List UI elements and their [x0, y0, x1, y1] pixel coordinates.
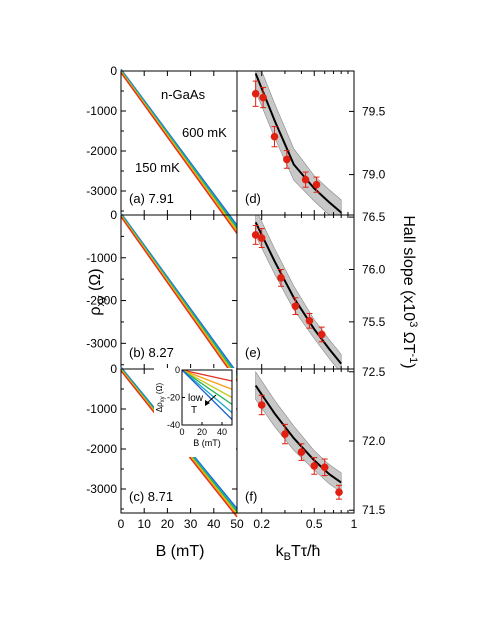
ytick-label-e: 75.5	[362, 315, 386, 329]
inset-ylabel-unit: (Ω)	[155, 382, 164, 396]
clipped-e	[251, 215, 342, 369]
clipped-d	[251, 71, 342, 215]
ytick-label-b: -1000	[86, 251, 117, 265]
ytick-label-c: -2000	[86, 442, 117, 456]
inset-ylabel-sub: xy	[160, 396, 166, 402]
right-panel-d: 79.5 79.0 (d)	[236, 70, 386, 216]
data-point-f-3	[310, 462, 319, 470]
ytick-label-f: 72.5	[362, 365, 386, 379]
xtick-label-f: 0.2	[253, 517, 270, 531]
ytick-label-d: 79.5	[362, 104, 386, 118]
ytick-label-c: 0	[110, 362, 117, 376]
data-point-d-3	[283, 155, 291, 164]
data-point-f-4	[320, 463, 329, 472]
inset-trace-1	[181, 369, 233, 390]
inset-annotation-t: T	[191, 405, 197, 416]
inset-annotation-low: low	[188, 393, 204, 404]
ytick-label-a: -2000	[86, 144, 117, 158]
data-point-f-5	[335, 488, 343, 497]
inset-trace-3	[181, 369, 233, 405]
data-point-e-3	[291, 302, 300, 310]
ytick-label-c: -3000	[86, 482, 117, 496]
inset-ytick-label: -20	[167, 393, 180, 403]
panel-label-c: (c) 8.71	[129, 489, 173, 504]
right-y-axis-label: Hall slope (x103 ΩT-1)	[400, 215, 419, 368]
inset-ytick-label: -40	[167, 420, 180, 430]
left-panel-b: 0 -1000 -2000 -3000 (b) 8.27	[86, 208, 238, 382]
xtick-label-c: 20	[161, 517, 175, 531]
right-panels: 79.5 79.0 (d) 76.5 76.0 75.5 (e) 72.5 72.0 71.5 0.…	[236, 70, 386, 531]
data-point-d-0	[251, 89, 260, 98]
right-panel-e: 76.5 76.0 75.5 (e)	[236, 210, 386, 370]
data-point-d-2	[270, 132, 279, 141]
data-point-d-4	[301, 175, 310, 184]
left-panel-a: 0 -1000 -2000 -3000 (a) 7.91	[86, 64, 238, 235]
ytick-label-e: 76.5	[362, 210, 386, 224]
inset-trace-2	[181, 369, 233, 399]
ytick-label-a: 0	[110, 64, 117, 78]
data-point-d-1	[259, 93, 267, 102]
inset-xtick-label: 0	[179, 427, 184, 437]
xtick-label-c: 10	[138, 517, 152, 531]
ytick-label-b: -3000	[86, 336, 117, 350]
inset-ytick-label: 0	[175, 365, 180, 375]
uncertainty-band-e	[255, 215, 342, 369]
panel-label-d: (d)	[245, 191, 261, 206]
fit-curve-e	[254, 221, 342, 365]
data-point-e-0	[251, 231, 260, 239]
right-x-axis-label: kBTτ/ħ	[276, 543, 321, 563]
inset-ylabel: Δρxy (Ω)	[155, 382, 166, 412]
panel-label-a: (a) 7.91	[129, 191, 174, 206]
ytick-label-f: 71.5	[362, 503, 386, 517]
inset-xlabel: B (mT)	[193, 438, 221, 448]
material-label: n-GaAs	[161, 87, 206, 102]
inset-xtick-label: 20	[197, 427, 207, 437]
ytick-label-c: -1000	[86, 402, 117, 416]
data-point-e-4	[305, 317, 314, 325]
data-point-f-2	[297, 448, 306, 456]
ytick-label-a: -3000	[86, 184, 117, 198]
data-point-f-0	[257, 401, 266, 409]
ytick-label-b: -2000	[86, 294, 117, 308]
ytick-label-d: 79.0	[362, 168, 386, 182]
data-point-e-1	[257, 234, 266, 242]
inset-arrow-head	[205, 400, 210, 406]
xtick-label-f: 1	[351, 517, 358, 531]
xtick-label-c: 0	[118, 517, 125, 531]
xtick-label-c: 50	[230, 517, 244, 531]
data-point-f-1	[281, 430, 289, 438]
uncertainty-band-d	[255, 71, 342, 215]
xtick-label-f: 0.5	[306, 517, 323, 531]
trace-a-5	[120, 72, 238, 235]
data-point-e-5	[317, 330, 326, 339]
ytick-label-a: -1000	[86, 104, 117, 118]
xtick-label-c: 40	[207, 517, 221, 531]
data-point-e-2	[277, 274, 285, 282]
left-x-axis-label: B (mT)	[156, 543, 205, 560]
panel-label-b: (b) 8.27	[129, 345, 174, 360]
inset-ylabel-main: Δρ	[155, 402, 164, 412]
ytick-label-e: 76.0	[362, 262, 386, 276]
trace-b-5	[120, 216, 238, 382]
left-y-axis-label: ρxy (Ω)	[87, 268, 107, 315]
inset-trace-4	[181, 369, 233, 414]
inset-trace-0	[181, 369, 233, 382]
clipped-f	[254, 370, 343, 500]
right-panel-f: 72.5 72.0 71.5 0.2 0.5 1 (f)	[236, 365, 386, 531]
temp-high-label: 600 mK	[182, 125, 227, 140]
panel-label-e: (e)	[245, 345, 261, 360]
panel-label-f: (f)	[245, 489, 257, 504]
temp-low-label: 150 mK	[135, 160, 180, 175]
inset-xtick-label: 40	[217, 427, 227, 437]
ytick-label-b: 0	[110, 208, 117, 222]
xtick-label-c: 30	[184, 517, 198, 531]
ytick-label-f: 72.0	[362, 434, 386, 448]
data-point-d-5	[312, 180, 321, 189]
inset-trace-5	[181, 369, 233, 420]
